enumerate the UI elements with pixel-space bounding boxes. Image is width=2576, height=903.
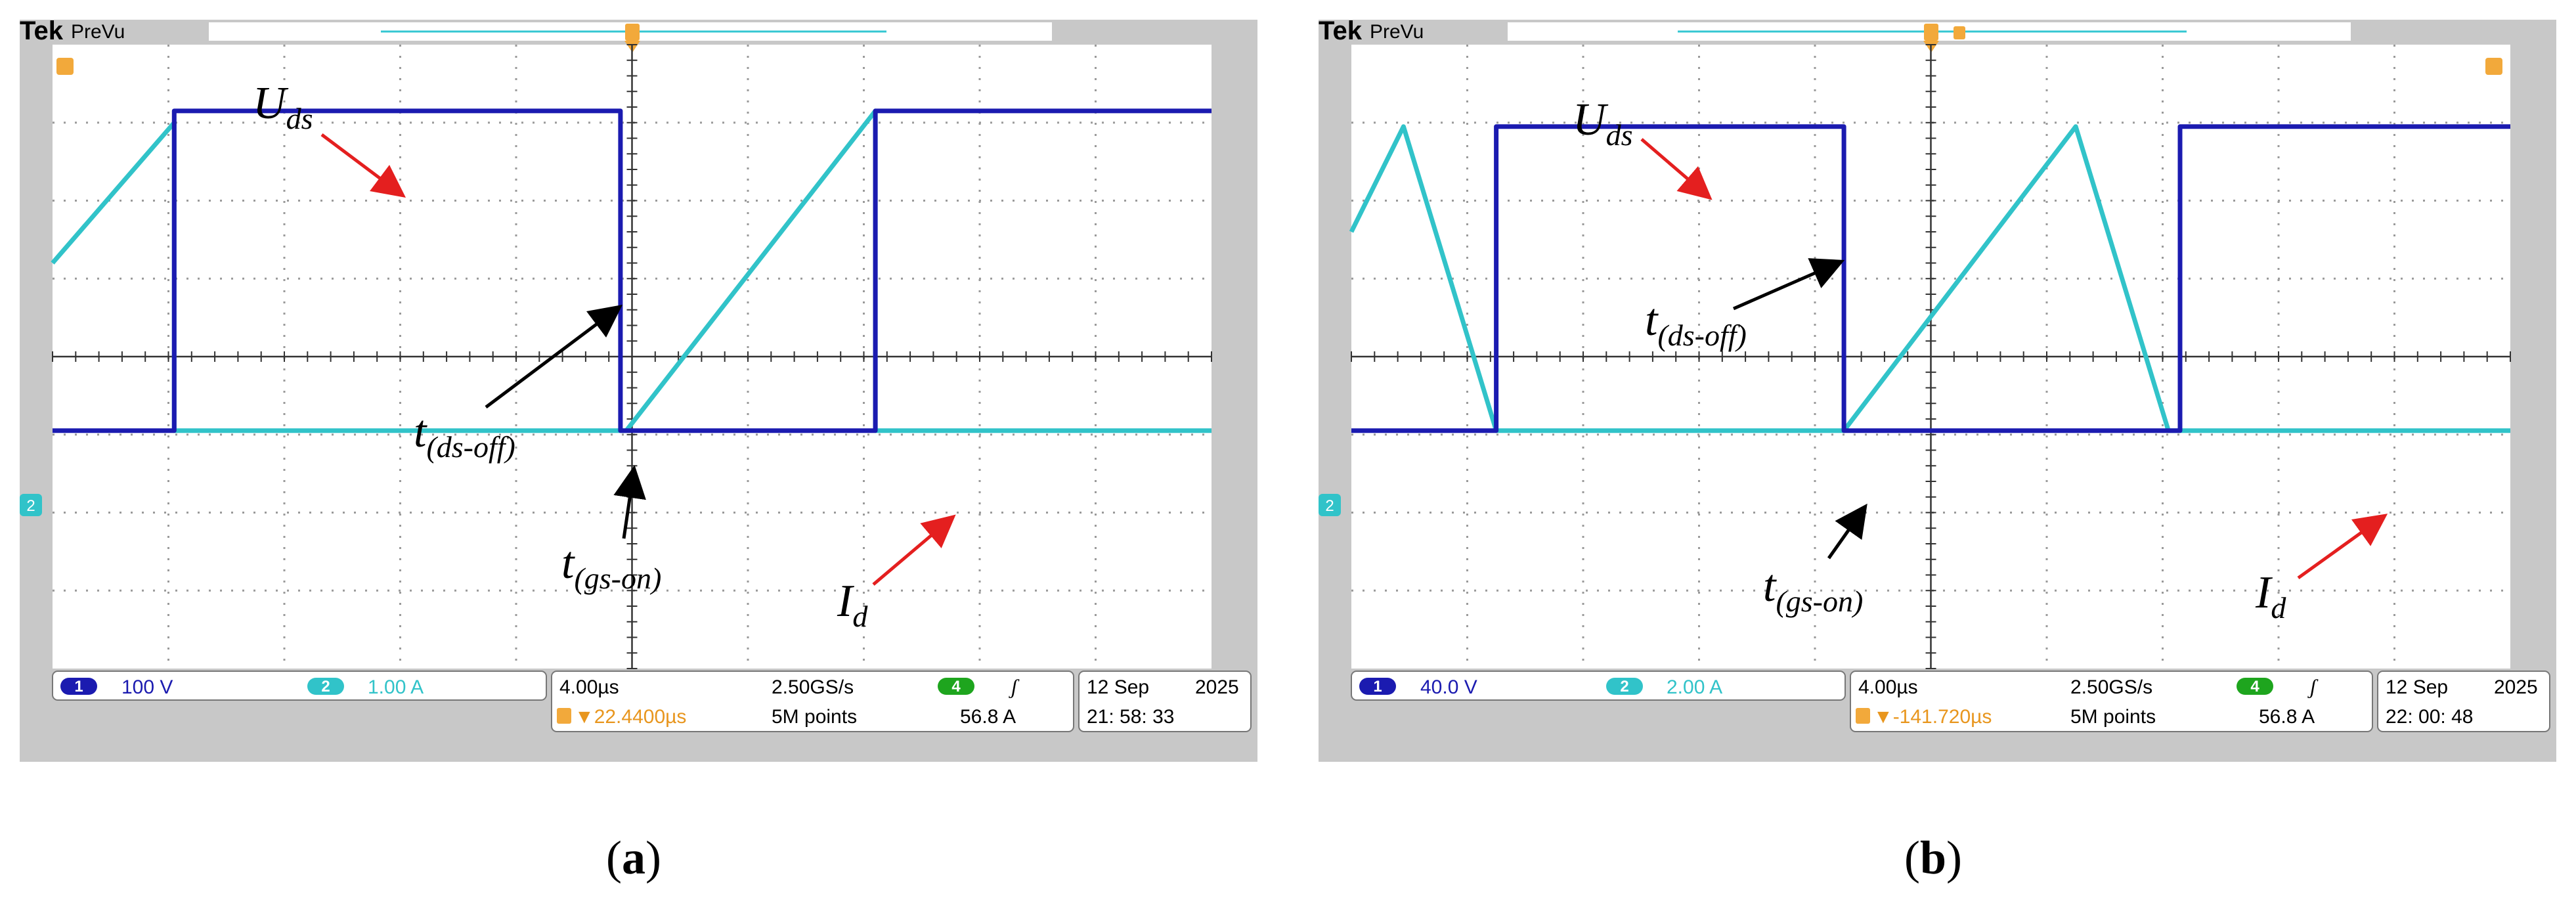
ch1-badge <box>60 678 97 695</box>
graticule <box>52 44 1212 669</box>
tds-off-label: t(ds-off) <box>414 407 515 464</box>
record-length: 5M points <box>772 706 857 728</box>
ch1-badge-label: 1 <box>1373 678 1382 695</box>
tgs-on-label: t(gs-on) <box>561 538 661 595</box>
tek-logo: Tek <box>20 16 64 45</box>
date-year: 2025 <box>2494 676 2538 698</box>
trigger-level-icon <box>2485 58 2502 75</box>
ch2-marker-label: 2 <box>1325 497 1334 515</box>
trigger-position-icon <box>1924 24 1938 41</box>
ch2-badge-label: 2 <box>1620 678 1628 695</box>
tek-logo: Tek <box>1319 16 1363 45</box>
graticule <box>1351 44 2511 669</box>
timebase: 4.00µs <box>1858 676 1918 698</box>
trigger-source-label: 4 <box>951 678 961 695</box>
tds-off-label: t(ds-off) <box>1645 295 1747 352</box>
ch1-badge <box>1359 678 1396 695</box>
caption-b: (b) <box>1904 831 1962 884</box>
sample-rate: 2.50GS/s <box>772 676 854 698</box>
date-time: 22: 00: 48 <box>2386 706 2473 728</box>
date-readout <box>1078 671 1252 732</box>
id-arrow <box>872 514 956 586</box>
trigger-position-icon <box>625 24 640 41</box>
ch1-scale: 40.0 V <box>1420 676 1477 698</box>
trigger-level: 56.8 A <box>2259 706 2315 728</box>
trigger-delay: ▼22.4400µs <box>575 706 686 728</box>
tgs-on-arrow <box>613 465 646 539</box>
date-year: 2025 <box>1195 676 1239 698</box>
ch2-badge <box>307 678 344 695</box>
channel-readout <box>1351 671 1846 701</box>
trigger-level-icon <box>56 58 74 75</box>
date-day: 12 Sep <box>1087 676 1149 698</box>
uds-label: Uds <box>253 78 313 135</box>
ch1-scale: 100 V <box>121 676 173 698</box>
trigger-source-label: 4 <box>2250 678 2259 695</box>
date-day: 12 Sep <box>2386 676 2448 698</box>
trigger-slope-icon: ʃ <box>1009 674 1020 698</box>
prevu-label: PreVu <box>1370 21 1424 43</box>
trigger-level: 56.8 A <box>960 706 1016 728</box>
record-length: 5M points <box>2070 706 2156 728</box>
channel-readout <box>52 671 547 701</box>
date-readout <box>2377 671 2550 732</box>
delay-marker-icon <box>1954 26 1965 39</box>
ch1-badge-label: 1 <box>74 678 83 695</box>
trigger-delay: ▼-141.720µs <box>1873 706 1992 728</box>
tgs-on-label: t(gs-on) <box>1763 561 1863 618</box>
delay-icon <box>557 708 571 724</box>
tds-off-arrow <box>1732 258 1845 311</box>
trigger-source-badge <box>938 678 974 695</box>
ch2-ground-marker <box>1319 494 1341 516</box>
panel-b: Tek PreVu 2 Uds t(ds-off) t(gs-on) Id 1 … <box>1319 16 2556 884</box>
uds-arrow <box>1640 138 1713 200</box>
ch2-scale: 1.00 A <box>368 676 424 698</box>
prevu-label: PreVu <box>71 21 125 43</box>
sample-rate: 2.50GS/s <box>2070 676 2152 698</box>
trigger-source-badge <box>2237 678 2273 695</box>
caption-a: (a) <box>606 831 661 884</box>
id-label: Id <box>837 576 868 633</box>
ch2-badge-label: 2 <box>321 678 330 695</box>
timebase: 4.00µs <box>559 676 619 698</box>
trigger-slope-icon: ʃ <box>2307 674 2319 698</box>
ch1-trace <box>53 108 1212 433</box>
panel-a: Tek PreVu 2 Uds t(ds-off) t(gs-on) Id 1 … <box>20 16 1257 884</box>
ch2-ground-marker <box>20 494 42 516</box>
ch2-scale: 2.00 A <box>1667 676 1722 698</box>
ch2-marker-label: 2 <box>26 497 35 515</box>
ch2-badge <box>1606 678 1643 695</box>
tds-off-arrow <box>485 305 622 408</box>
tgs-on-arrow <box>1827 503 1867 560</box>
delay-icon <box>1856 708 1870 724</box>
uds-label: Uds <box>1573 95 1632 152</box>
id-label: Id <box>2255 567 2286 625</box>
date-time: 21: 58: 33 <box>1087 706 1174 728</box>
id-arrow <box>2297 514 2388 580</box>
uds-arrow <box>320 133 406 198</box>
